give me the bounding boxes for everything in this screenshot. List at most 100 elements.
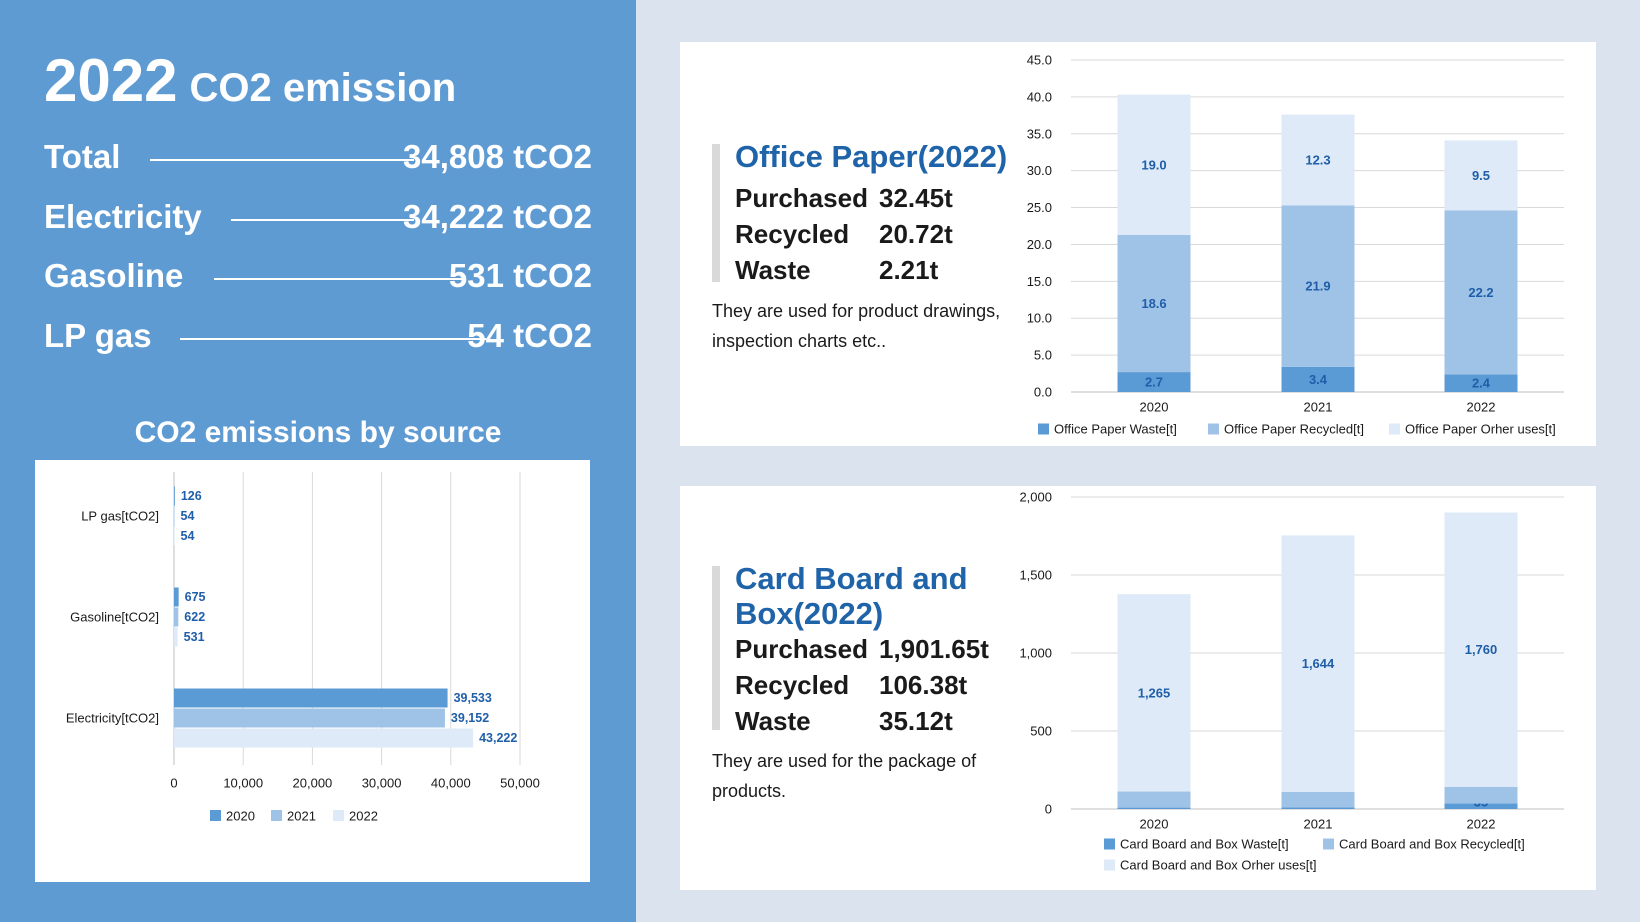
- divider: [231, 219, 414, 221]
- bar-segment: [1444, 512, 1518, 788]
- title-line: Box(2022): [735, 596, 884, 631]
- legend-swatch: [1104, 838, 1115, 850]
- bar-segment: [1444, 374, 1518, 392]
- data-label: 1,760: [1465, 642, 1498, 657]
- office-paper-description: They are used for product drawings, insp…: [712, 296, 1000, 356]
- legend-label: 2021: [287, 809, 316, 824]
- legend-swatch: [1038, 423, 1049, 435]
- bar-segment: [1281, 791, 1355, 808]
- y-tick-label: 25.0: [1027, 200, 1052, 215]
- x-tick-label: 2020: [1140, 817, 1169, 832]
- bar: [174, 587, 179, 607]
- data-label: 39,533: [454, 691, 492, 705]
- x-tick-label: 10,000: [223, 776, 263, 791]
- bar: [174, 526, 175, 546]
- stat-row-electricity: Electricity 34,222 tCO2: [44, 198, 592, 242]
- stat-label: Recycled: [735, 670, 850, 700]
- stat-row-total: Total 34,808 tCO2: [44, 138, 592, 182]
- bar-segment: [1117, 94, 1191, 235]
- data-label: 18.6: [1141, 296, 1166, 311]
- summary-panel: 2022 CO2 emission Total 34,808 tCO2 Elect…: [0, 0, 636, 922]
- description-line: inspection charts etc..: [712, 331, 887, 351]
- data-label: 22.2: [1468, 285, 1493, 300]
- bar: [174, 506, 175, 526]
- y-tick-label: 0.0: [1034, 385, 1052, 400]
- data-label: 54: [181, 509, 195, 523]
- stat-value: 2.21t: [879, 255, 939, 285]
- y-tick-label: 1,500: [1019, 568, 1052, 583]
- stat-value: 34,222 tCO2: [403, 198, 592, 235]
- bar-segment: [1117, 807, 1191, 809]
- y-tick-label: 500: [1030, 724, 1052, 739]
- cardboard-title: Card Board and Box(2022): [735, 561, 968, 631]
- data-label: 622: [184, 610, 205, 624]
- bar-segment: [1281, 205, 1355, 367]
- title-line: Card Board and: [735, 561, 968, 596]
- y-tick-label: 2,000: [1019, 490, 1052, 505]
- data-label: 2.7: [1145, 375, 1163, 390]
- category-label: Gasoline[tCO2]: [70, 610, 159, 625]
- bar: [174, 607, 179, 627]
- description-line: products.: [712, 781, 787, 801]
- office-paper-chart: 0.0 5.0 10.0 15.0 20.0 25.0 30.0 35.0 40.0 45.0 2.…: [1027, 53, 1564, 437]
- stat-value: 34,808 tCO2: [403, 138, 592, 175]
- x-tick-label: 2021: [1304, 817, 1333, 832]
- bar-segment: [1444, 210, 1518, 375]
- x-tick-label: 30,000: [362, 776, 402, 791]
- legend-swatch: [1389, 423, 1400, 435]
- stat-value: 1,901.65t: [879, 634, 989, 664]
- bar-segment: [1117, 372, 1191, 392]
- legend-label: Card Board and Box Waste[t]: [1120, 837, 1289, 852]
- cardboard-description: They are used for the package of product…: [712, 746, 976, 806]
- source-chart-title: CO2 emissions by source: [134, 416, 502, 449]
- bar: [174, 728, 474, 748]
- accent-bar: [712, 144, 720, 282]
- stat-label: Purchased: [735, 183, 868, 213]
- x-tick-label: 20,000: [293, 776, 333, 791]
- data-label: 19.0: [1141, 157, 1166, 172]
- data-label: 531: [184, 630, 205, 644]
- data-label: 3.4: [1309, 372, 1328, 387]
- bar-segment: [1281, 535, 1355, 792]
- y-tick-label: 15.0: [1027, 274, 1052, 289]
- data-label: 39,152: [451, 711, 489, 725]
- bar-segment: [1117, 234, 1191, 373]
- stat-value: 32.45t: [879, 183, 953, 213]
- cardboard-chart: 05001,0001,5002,00091031,2652020101001,6…: [1019, 490, 1564, 873]
- stat-value: 106.38t: [879, 670, 968, 700]
- y-tick-label: 10.0: [1027, 311, 1052, 326]
- bar-segment: [1444, 787, 1518, 804]
- x-tick-label: 2020: [1140, 400, 1169, 415]
- x-tick-label: 40,000: [431, 776, 471, 791]
- source-chart-card: 0 10,000 20,000 30,000 40,000 50,000 LP gas[tC…: [35, 460, 590, 882]
- bar-segment: [1117, 791, 1191, 808]
- summary-headline: 2022 CO2 emission: [44, 46, 456, 115]
- legend-swatch: [333, 810, 344, 821]
- x-tick-label: 50,000: [500, 776, 540, 791]
- data-label: 54: [181, 529, 195, 543]
- bar: [174, 486, 175, 506]
- stat-label: Recycled: [735, 219, 850, 249]
- legend-swatch: [1208, 423, 1219, 435]
- y-tick-label: 5.0: [1034, 348, 1052, 363]
- stat-label: Waste: [735, 706, 811, 736]
- y-tick-label: 45.0: [1027, 53, 1052, 68]
- bar: [174, 627, 178, 647]
- summary-title: CO2 emission: [189, 66, 457, 110]
- legend-swatch: [271, 810, 282, 821]
- bar-segment: [1444, 140, 1518, 211]
- legend-label: Office Paper Recycled[t]: [1224, 422, 1364, 437]
- divider: [150, 159, 414, 161]
- cardboard-card: Card Board and Box(2022) Purchased 1,901…: [680, 486, 1596, 890]
- legend-swatch: [1104, 859, 1115, 871]
- stat-label: LP gas: [44, 317, 152, 354]
- stat-row-gasoline: Gasoline 531 tCO2: [44, 257, 592, 301]
- legend-label: Office Paper Orher uses[t]: [1405, 422, 1556, 437]
- stat-label: Gasoline: [44, 257, 184, 294]
- data-label: 1,644: [1302, 656, 1335, 671]
- data-label: 43,222: [479, 731, 517, 745]
- stat-value: 35.12t: [879, 706, 953, 736]
- bar: [174, 708, 445, 728]
- bar-segment: [1281, 807, 1355, 809]
- y-tick-label: 20.0: [1027, 237, 1052, 252]
